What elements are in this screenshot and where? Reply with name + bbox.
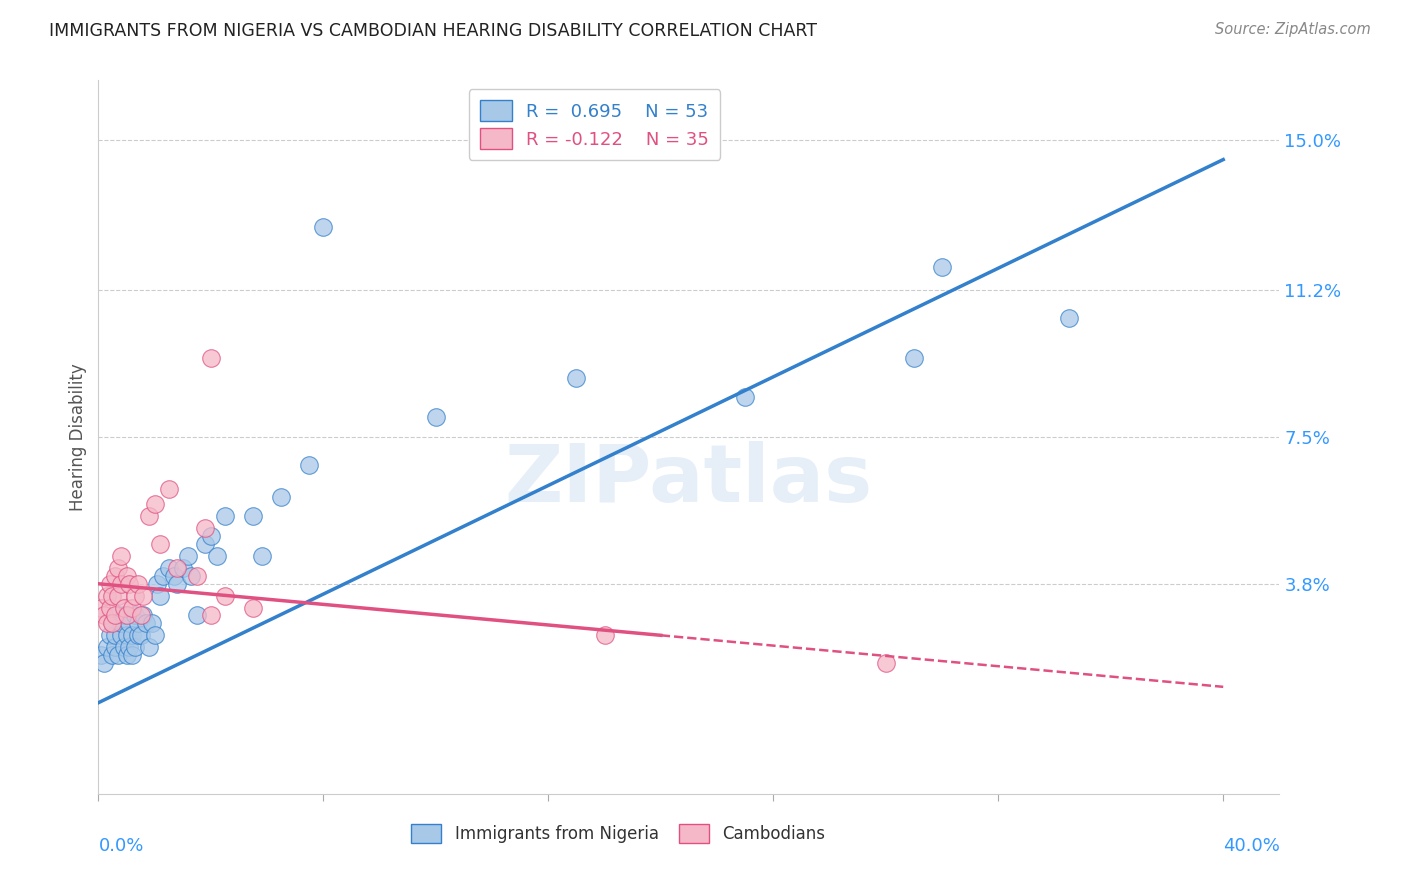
Point — [214, 509, 236, 524]
Y-axis label: Hearing Disability: Hearing Disability — [69, 363, 87, 511]
Point — [194, 537, 217, 551]
Point — [565, 370, 588, 384]
Point — [104, 628, 127, 642]
Point — [593, 628, 616, 642]
Legend: Immigrants from Nigeria, Cambodians: Immigrants from Nigeria, Cambodians — [405, 817, 831, 850]
Point — [104, 569, 127, 583]
Point — [112, 608, 135, 623]
Text: 40.0%: 40.0% — [1223, 837, 1279, 855]
Point — [115, 628, 138, 642]
Point — [101, 616, 124, 631]
Point — [166, 561, 188, 575]
Point — [875, 656, 897, 670]
Point — [157, 482, 180, 496]
Point — [96, 589, 118, 603]
Point — [124, 589, 146, 603]
Point — [180, 569, 202, 583]
Point — [143, 498, 166, 512]
Point — [205, 549, 228, 563]
Point — [312, 219, 335, 234]
Point — [250, 549, 273, 563]
Point — [903, 351, 925, 365]
Point — [101, 589, 124, 603]
Point — [107, 589, 129, 603]
Point — [186, 608, 208, 623]
Point — [90, 600, 112, 615]
Point — [242, 509, 264, 524]
Point — [90, 648, 112, 662]
Point — [194, 521, 217, 535]
Point — [149, 537, 172, 551]
Point — [242, 600, 264, 615]
Text: ZIPatlas: ZIPatlas — [505, 441, 873, 519]
Point — [115, 569, 138, 583]
Point — [110, 628, 132, 642]
Point — [110, 549, 132, 563]
Point — [118, 616, 141, 631]
Text: 0.0%: 0.0% — [98, 837, 143, 855]
Point — [129, 608, 152, 623]
Point — [96, 640, 118, 655]
Point — [98, 600, 121, 615]
Point — [143, 628, 166, 642]
Point — [1057, 311, 1080, 326]
Point — [101, 616, 124, 631]
Point — [112, 600, 135, 615]
Text: IMMIGRANTS FROM NIGERIA VS CAMBODIAN HEARING DISABILITY CORRELATION CHART: IMMIGRANTS FROM NIGERIA VS CAMBODIAN HEA… — [49, 22, 817, 40]
Point — [166, 576, 188, 591]
Point — [141, 616, 163, 631]
Point — [152, 569, 174, 583]
Point — [186, 569, 208, 583]
Point — [425, 410, 447, 425]
Point — [118, 640, 141, 655]
Point — [104, 640, 127, 655]
Point — [146, 576, 169, 591]
Point — [138, 640, 160, 655]
Point — [298, 458, 321, 472]
Point — [124, 608, 146, 623]
Point — [115, 648, 138, 662]
Point — [127, 576, 149, 591]
Point — [107, 561, 129, 575]
Point — [96, 616, 118, 631]
Point — [101, 648, 124, 662]
Point — [157, 561, 180, 575]
Point — [115, 608, 138, 623]
Point — [177, 549, 200, 563]
Point — [118, 576, 141, 591]
Point — [132, 589, 155, 603]
Point — [163, 569, 186, 583]
Point — [931, 260, 953, 274]
Point — [135, 616, 157, 631]
Point — [270, 490, 292, 504]
Point — [110, 576, 132, 591]
Point — [110, 616, 132, 631]
Point — [149, 589, 172, 603]
Point — [132, 608, 155, 623]
Point — [172, 561, 194, 575]
Point — [93, 656, 115, 670]
Point — [98, 576, 121, 591]
Point — [127, 628, 149, 642]
Point — [127, 616, 149, 631]
Point — [124, 640, 146, 655]
Point — [121, 600, 143, 615]
Point — [129, 628, 152, 642]
Point — [200, 608, 222, 623]
Point — [121, 648, 143, 662]
Point — [98, 628, 121, 642]
Point — [138, 509, 160, 524]
Text: Source: ZipAtlas.com: Source: ZipAtlas.com — [1215, 22, 1371, 37]
Point — [93, 608, 115, 623]
Point — [112, 640, 135, 655]
Point — [107, 648, 129, 662]
Point — [214, 589, 236, 603]
Point — [104, 608, 127, 623]
Point — [107, 608, 129, 623]
Point — [734, 391, 756, 405]
Point — [200, 529, 222, 543]
Point — [200, 351, 222, 365]
Point — [121, 628, 143, 642]
